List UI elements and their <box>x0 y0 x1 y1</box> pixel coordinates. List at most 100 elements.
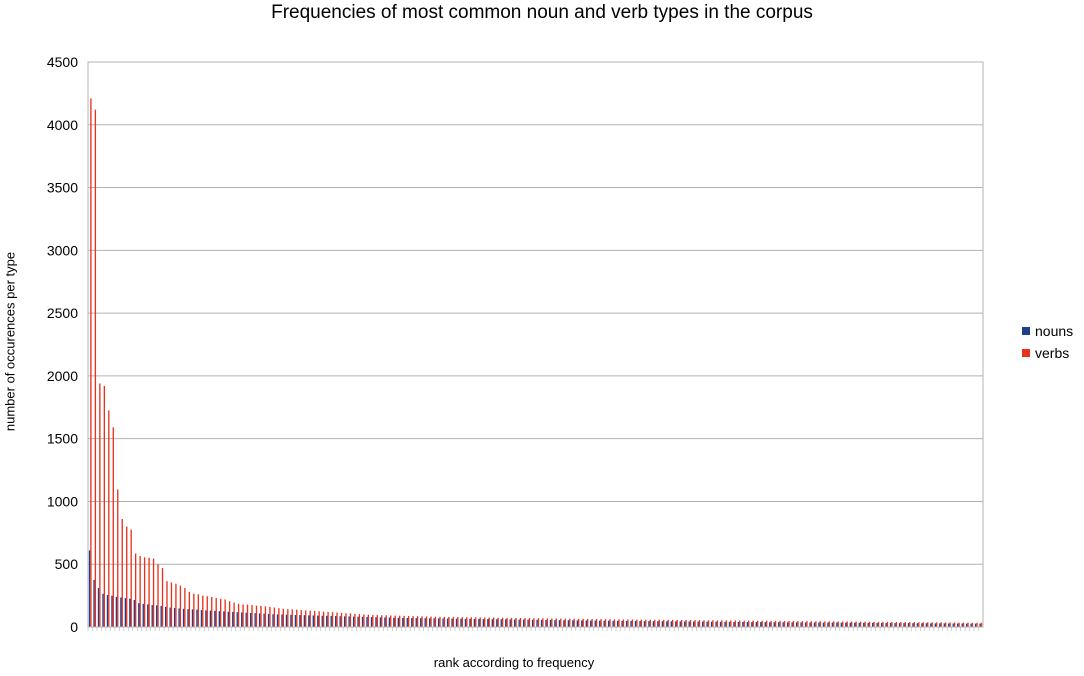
bar-verbs-67 <box>385 615 387 627</box>
x-axis-label: rank according to frequency <box>433 655 595 670</box>
bar-verbs-135 <box>689 620 692 627</box>
bar-verbs-161 <box>806 621 808 627</box>
bar-verbs-63 <box>367 614 370 627</box>
bar-nouns-69 <box>393 617 395 627</box>
bar-verbs-80 <box>443 616 446 627</box>
bar-verbs-35 <box>242 604 244 627</box>
bar-nouns-165 <box>822 622 825 627</box>
bar-nouns-188 <box>925 623 928 627</box>
bar-nouns-142 <box>719 621 722 627</box>
bar-nouns-64 <box>370 617 373 627</box>
bar-verbs-124 <box>640 619 642 627</box>
bar-nouns-49 <box>303 615 306 627</box>
bars <box>88 98 983 627</box>
bar-nouns-37 <box>250 612 252 627</box>
bar-verbs-144 <box>730 620 732 627</box>
bar-verbs-36 <box>246 604 249 627</box>
bar-nouns-90 <box>487 619 489 627</box>
bar-nouns-157 <box>786 622 789 627</box>
bar-nouns-101 <box>536 619 538 627</box>
bar-nouns-180 <box>889 622 892 627</box>
bar-nouns-97 <box>518 619 520 627</box>
bar-verbs-94 <box>506 617 508 627</box>
bar-nouns-44 <box>281 614 283 627</box>
bar-nouns-114 <box>594 620 596 627</box>
bar-verbs-18 <box>166 581 168 627</box>
bar-nouns-78 <box>433 618 435 627</box>
bar-verbs-172 <box>855 621 857 627</box>
bar-nouns-86 <box>469 618 471 627</box>
bar-verbs-13 <box>143 557 146 627</box>
bar-nouns-63 <box>366 616 368 627</box>
bar-nouns-106 <box>558 620 561 627</box>
bar-nouns-13 <box>142 603 144 627</box>
bar-verbs-148 <box>748 620 750 627</box>
bar-verbs-79 <box>439 616 441 627</box>
y-tick-label: 3500 <box>47 180 78 196</box>
bar-verbs-75 <box>421 616 423 627</box>
legend-label-verbs: verbs <box>1035 345 1070 361</box>
bar-nouns-182 <box>898 623 901 627</box>
bar-verbs-134 <box>685 619 687 627</box>
bar-verbs-37 <box>251 605 253 627</box>
bar-nouns-16 <box>156 605 158 627</box>
bar-nouns-121 <box>625 620 628 627</box>
bar-nouns-110 <box>576 620 579 627</box>
bar-nouns-33 <box>232 611 234 627</box>
bar-verbs-165 <box>824 621 826 627</box>
chart-title: Frequencies of most common noun and verb… <box>271 2 813 23</box>
bar-verbs-195 <box>958 622 960 627</box>
bar-verbs-105 <box>555 618 557 627</box>
bar-verbs-184 <box>909 622 911 627</box>
bar-verbs-126 <box>649 619 651 627</box>
bar-nouns-174 <box>863 622 865 627</box>
bar-verbs-155 <box>779 620 781 627</box>
bar-nouns-147 <box>742 621 744 627</box>
bar-verbs-50 <box>309 610 311 627</box>
bar-verbs-27 <box>206 596 208 627</box>
bar-verbs-10 <box>130 529 132 627</box>
bar-nouns-139 <box>706 621 708 627</box>
bar-nouns-34 <box>236 612 238 627</box>
bar-verbs-28 <box>211 596 213 627</box>
bar-verbs-153 <box>770 620 772 627</box>
bar-verbs-74 <box>416 616 419 627</box>
y-tick-label: 1000 <box>47 493 78 509</box>
bar-nouns-184 <box>907 623 910 627</box>
bar-verbs-40 <box>264 606 267 627</box>
bar-nouns-39 <box>258 613 261 627</box>
bar-verbs-169 <box>842 621 844 627</box>
bar-verbs-69 <box>394 615 396 627</box>
bar-verbs-137 <box>698 620 701 627</box>
legend-swatch-nouns <box>1022 327 1030 335</box>
bar-nouns-62 <box>361 616 364 627</box>
bar-nouns-54 <box>326 615 328 627</box>
bar-verbs-55 <box>331 612 334 627</box>
bar-nouns-27 <box>205 610 207 627</box>
bar-verbs-89 <box>484 617 486 627</box>
bar-verbs-174 <box>864 621 866 627</box>
bar-verbs-31 <box>224 599 226 627</box>
bar-verbs-106 <box>560 618 562 627</box>
bar-verbs-140 <box>712 620 714 627</box>
bar-nouns-132 <box>675 621 677 627</box>
bar-verbs-150 <box>757 620 759 627</box>
y-tick-label: 3000 <box>47 242 78 258</box>
y-tick-label: 2500 <box>47 305 78 321</box>
bar-verbs-66 <box>381 615 383 627</box>
bar-verbs-122 <box>631 619 634 627</box>
bar-verbs-104 <box>551 618 553 627</box>
bar-verbs-190 <box>936 622 938 627</box>
bar-nouns-156 <box>782 622 784 627</box>
bar-verbs-132 <box>676 619 678 627</box>
bar-nouns-17 <box>160 605 162 627</box>
bar-verbs-90 <box>488 617 490 627</box>
bar-verbs-49 <box>305 610 307 627</box>
bar-verbs-192 <box>944 622 947 627</box>
bar-verbs-22 <box>184 588 186 627</box>
bar-verbs-160 <box>801 621 804 627</box>
bar-verbs-151 <box>761 620 763 627</box>
bar-verbs-178 <box>882 621 884 627</box>
bar-nouns-41 <box>267 613 270 627</box>
bar-verbs-187 <box>922 622 924 627</box>
